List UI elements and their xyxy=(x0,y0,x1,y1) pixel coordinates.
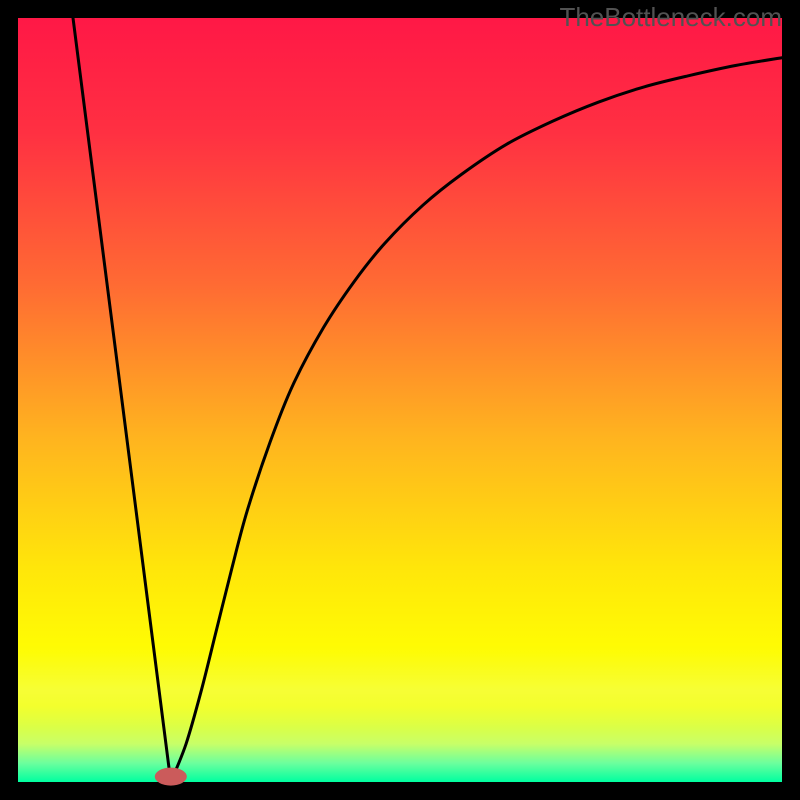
figure-root: TheBottleneck.com xyxy=(0,0,800,800)
chart-svg xyxy=(0,0,800,800)
pale-band-overlay xyxy=(18,652,782,728)
minimum-marker xyxy=(155,768,187,786)
watermark-text: TheBottleneck.com xyxy=(559,2,782,33)
